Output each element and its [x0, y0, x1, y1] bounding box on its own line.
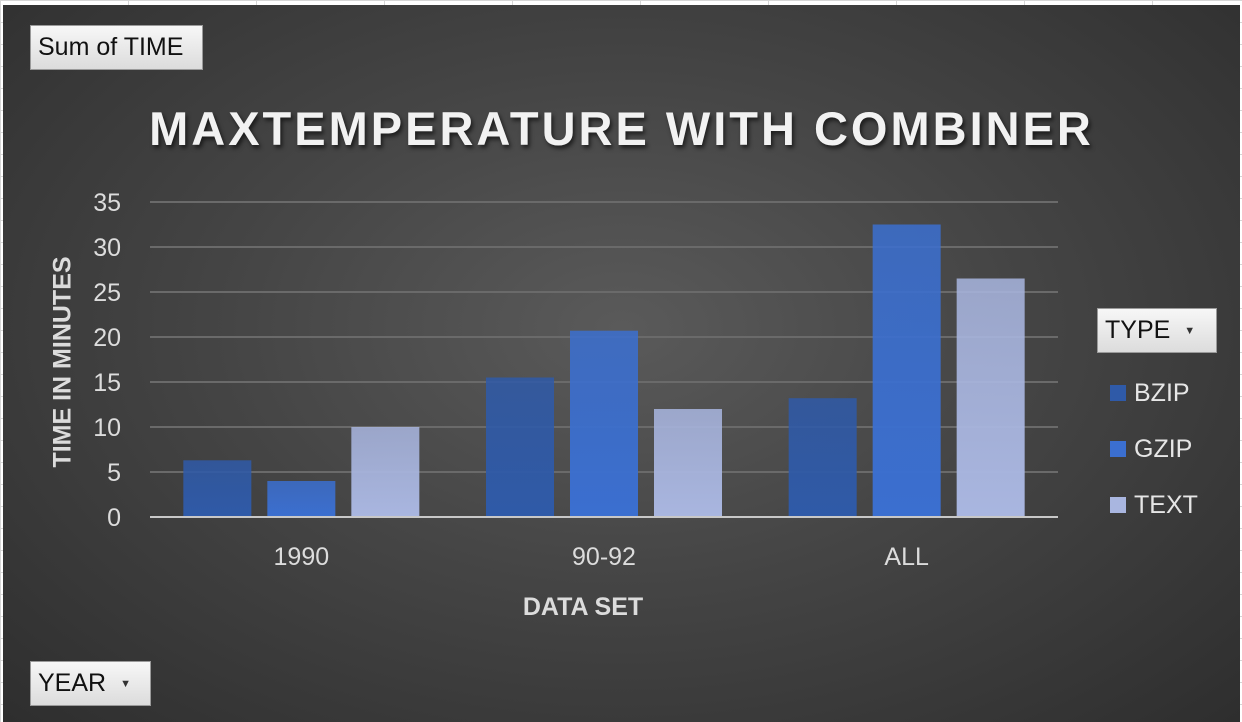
- legend-label: BZIP: [1134, 378, 1190, 407]
- legend: BZIP GZIP TEXT: [1110, 365, 1198, 533]
- legend-label: TEXT: [1134, 490, 1198, 519]
- bar-text-1990[interactable]: [351, 427, 420, 517]
- y-tick-label: 20: [93, 324, 121, 352]
- y-tick-label: 35: [93, 189, 121, 217]
- year-filter-label: YEAR: [38, 669, 107, 697]
- sum-of-time-label: Sum of TIME: [38, 33, 184, 61]
- dropdown-arrow-icon: ▼: [120, 677, 131, 690]
- legend-item-gzip[interactable]: GZIP: [1110, 421, 1198, 477]
- bar-gzip-all[interactable]: [872, 224, 941, 518]
- bar-gzip-90-92[interactable]: [570, 330, 638, 517]
- plot-area: 0 5 10 15 20 25 30 35 1990 90-92 ALL: [93, 189, 1058, 571]
- year-filter-button[interactable]: YEAR ▼: [30, 661, 151, 706]
- y-tick-label: 25: [93, 279, 121, 307]
- legend-swatch: [1110, 385, 1126, 401]
- bar-bzip-1990[interactable]: [183, 460, 252, 517]
- legend-item-bzip[interactable]: BZIP: [1110, 365, 1198, 421]
- dropdown-arrow-icon: ▼: [1184, 324, 1196, 337]
- legend-item-text[interactable]: TEXT: [1110, 477, 1198, 533]
- type-filter-button[interactable]: TYPE ▼: [1097, 308, 1217, 353]
- x-tick-label: ALL: [884, 543, 929, 571]
- chart-title: MAXTEMPERATURE WITH COMBINER: [149, 102, 1094, 155]
- bar-gzip-1990[interactable]: [267, 481, 336, 517]
- bar-text-all[interactable]: [956, 278, 1025, 518]
- bar-text-90-92[interactable]: [654, 409, 722, 517]
- y-tick-label: 10: [93, 414, 121, 442]
- bar-bzip-90-92[interactable]: [486, 377, 554, 518]
- legend-swatch: [1110, 497, 1126, 513]
- y-tick-label: 15: [93, 369, 121, 397]
- sum-of-time-field-button[interactable]: Sum of TIME: [30, 25, 203, 70]
- x-tick-label: 1990: [274, 543, 330, 571]
- type-filter-label: TYPE: [1105, 316, 1171, 344]
- x-axis-title: DATA SET: [522, 593, 644, 621]
- bar-bzip-all[interactable]: [788, 398, 857, 517]
- chart-area[interactable]: Sum of TIME MAXTEMPERATURE WITH COMBINER…: [3, 5, 1240, 722]
- x-tick-label: 90-92: [572, 543, 636, 571]
- legend-swatch: [1110, 441, 1126, 457]
- y-tick-label: 0: [107, 504, 121, 532]
- y-tick-label: 30: [93, 234, 121, 262]
- y-tick-label: 5: [107, 459, 121, 487]
- legend-label: GZIP: [1134, 434, 1193, 463]
